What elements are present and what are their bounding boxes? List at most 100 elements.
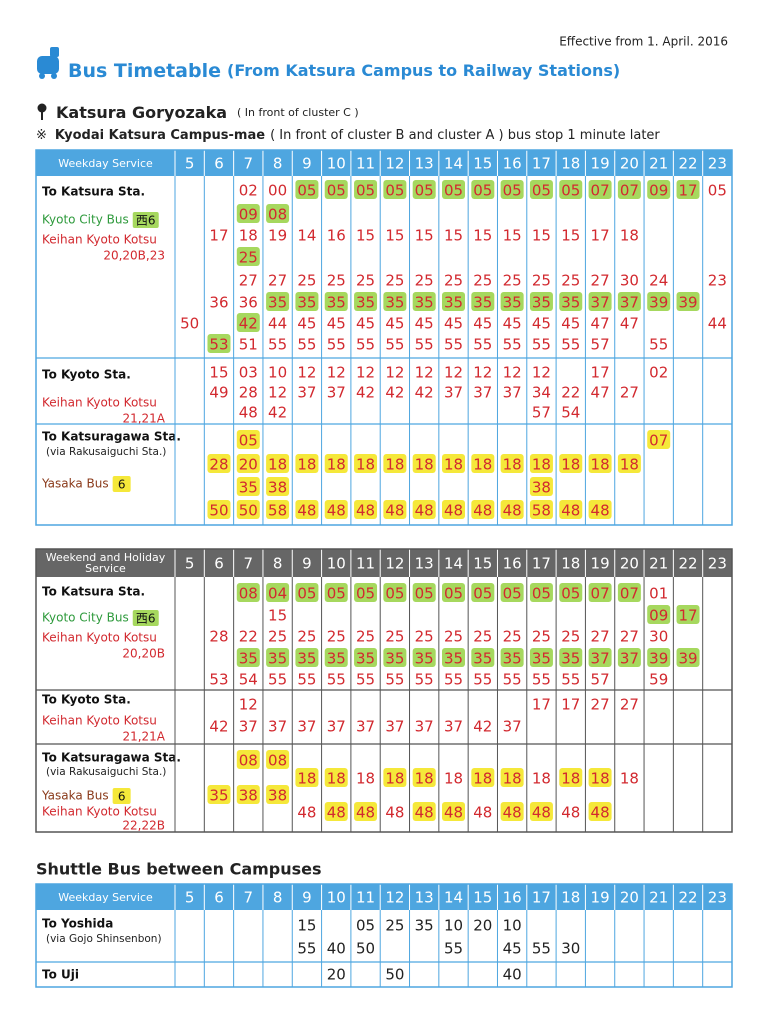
departure-minute: 15 [473,227,492,245]
departure-minute: 28 [209,456,228,474]
route-badge-text: 6 [118,478,126,492]
hour-label: 9 [302,155,312,173]
route-label: 21,21A [122,412,165,426]
route-badge-text: 西6 [136,214,156,228]
departure-minute: 24 [649,272,668,290]
departure-minute: 03 [239,364,258,382]
route-badge [132,610,159,626]
departure-minute: 17 [209,227,228,245]
departure-minute: 10 [268,364,287,382]
departure-minute: 35 [532,650,551,668]
time-highlight [412,292,436,311]
route-label: 20,20B,23 [103,249,165,263]
time-highlight [412,768,436,787]
time-highlight [354,802,378,821]
time-highlight [324,768,348,787]
departure-minute: 05 [297,585,316,603]
hour-label: 21 [649,555,668,573]
time-highlight [617,454,641,473]
departure-minute: 48 [444,804,463,822]
header-label-box: Weekday Service [58,892,153,903]
departure-minute: 15 [444,227,463,245]
departure-minute: 35 [561,650,580,668]
departure-minute: 15 [532,227,551,245]
departure-minute: 12 [327,364,346,382]
departure-minute: 50 [180,315,199,333]
departure-minute: 05 [503,585,522,603]
departure-minute: 05 [356,585,375,603]
departure-minute: 07 [620,585,639,603]
time-highlight [442,292,465,311]
time-highlight [295,500,319,519]
time-highlight [471,292,495,311]
pin-icon [37,103,47,120]
time-highlight [559,648,583,667]
departure-minute: 48 [561,502,580,520]
hour-label: 10 [327,555,346,573]
departure-minute: 05 [356,182,375,200]
departure-minute: 53 [209,336,228,354]
hour-label: 5 [185,155,195,173]
departure-minute: 25 [327,272,346,290]
departure-minute: 45 [532,315,551,333]
departure-minute: 12 [503,364,522,382]
departure-minute: 47 [591,384,610,402]
departure-minute: 37 [473,384,492,402]
route-label: Keihan Kyoto Kotsu [42,714,157,728]
departure-minute: 55 [444,336,463,354]
departure-minute: 45 [356,315,375,333]
departure-minute: 57 [591,336,610,354]
departure-minute: 42 [356,384,375,402]
departure-minute: 07 [649,432,668,450]
route-label: Kyoto City Bus [42,213,129,227]
time-highlight [676,292,700,311]
route-label: Kyoto City Bus [42,611,129,625]
departure-minute: 27 [620,384,639,402]
departure-minute: 57 [591,671,610,689]
departure-minute: 45 [415,315,434,333]
departure-minute: 00 [268,182,287,200]
departure-minute: 35 [239,479,258,497]
departure-minute: 27 [620,696,639,714]
departure-minute: 35 [415,294,434,312]
hour-label: 6 [214,889,224,907]
departure-minute: 05 [356,917,375,935]
time-highlight [266,477,290,496]
time-highlight [500,768,524,787]
departure-minute: 05 [561,182,580,200]
hour-label: 13 [415,555,434,573]
time-highlight [236,500,260,519]
time-highlight [266,583,290,602]
departure-minute: 55 [268,336,287,354]
departure-minute: 18 [561,456,580,474]
departure-minute: 37 [415,718,434,736]
departure-minute: 15 [503,227,522,245]
departure-minute: 07 [591,585,610,603]
departure-minute: 38 [268,787,287,805]
departure-minute: 48 [356,804,375,822]
time-highlight [500,583,524,602]
departure-minute: 15 [268,607,287,625]
hour-label: 14 [444,155,463,173]
departure-minute: 51 [239,336,258,354]
departure-minute: 12 [415,364,434,382]
time-highlight [354,500,378,519]
departure-minute: 35 [415,650,434,668]
departure-minute: 05 [561,585,580,603]
hour-label: 12 [385,555,404,573]
hour-label: 17 [532,555,551,573]
departure-minute: 35 [327,294,346,312]
route-label: To Uji [42,968,79,982]
departure-minute: 48 [591,502,610,520]
effective-date: Effective from 1. April. 2016 [559,35,728,49]
time-highlight [354,454,378,473]
departure-minute: 35 [561,294,580,312]
hour-label: 12 [385,155,404,173]
departure-minute: 27 [620,628,639,646]
alt-stop-note: ( In front of cluster B and cluster A ) … [270,128,660,143]
time-highlight [647,648,671,667]
hour-label: 23 [708,555,727,573]
title: Bus Timetable [68,60,221,82]
departure-minute: 18 [415,456,434,474]
departure-minute: 18 [239,227,258,245]
